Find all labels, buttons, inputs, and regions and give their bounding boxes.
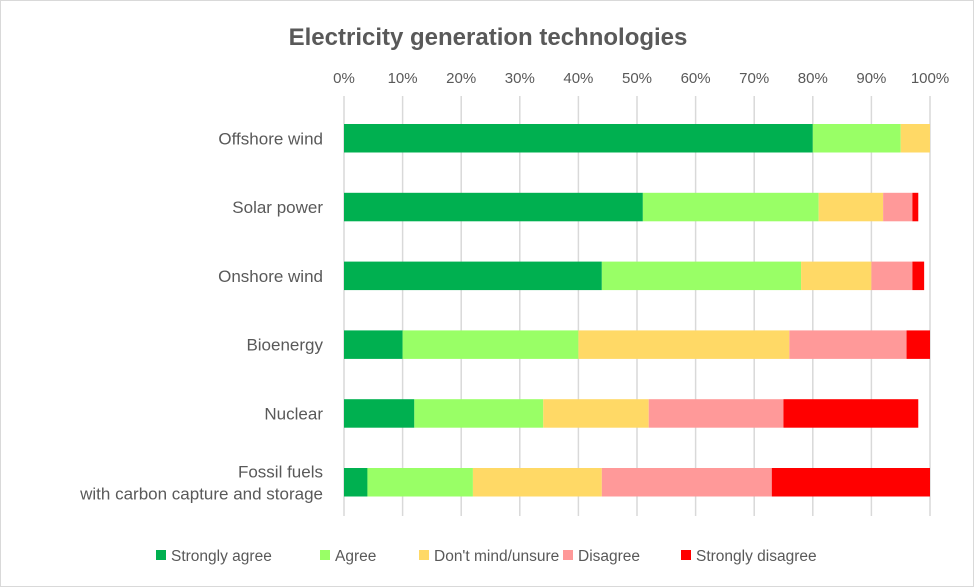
- bar-segment-strongly-agree: [344, 330, 403, 359]
- legend-label: Strongly disagree: [696, 548, 817, 565]
- bar-segment-strongly-disagree: [912, 261, 925, 291]
- bar-segment-don-t-mind-unsure: [578, 330, 790, 359]
- x-tick-label: 50%: [622, 70, 652, 87]
- x-tick-label: 30%: [505, 70, 535, 87]
- bar-segment-agree: [642, 192, 819, 222]
- category-labels: Offshore wind Solar power Onshore wind Bioe…: [79, 129, 323, 503]
- bar-segment-strongly-disagree: [783, 399, 919, 428]
- x-tick-label: 10%: [388, 70, 418, 87]
- bar-segment-strongly-agree: [344, 399, 415, 428]
- bar-segment-don-t-mind-unsure: [900, 124, 930, 153]
- legend-label: Don't mind/unsure: [434, 548, 559, 565]
- category-label: Solar power: [232, 198, 323, 217]
- legend-swatch: [681, 550, 691, 560]
- category-label: Bioenergy: [246, 336, 323, 355]
- legend-label: Strongly agree: [171, 548, 272, 565]
- bar-segment-disagree: [871, 261, 913, 291]
- legend-swatch: [156, 550, 166, 560]
- bar-segment-strongly-disagree: [906, 330, 930, 359]
- bar-segment-disagree: [883, 192, 913, 222]
- x-axis-ticks: 0% 10% 20% 30% 40% 50% 60% 70% 80% 90% 100%: [333, 70, 949, 87]
- chart-title: Electricity generation technologies: [289, 24, 688, 51]
- legend-swatch: [320, 550, 330, 560]
- bar-segment-don-t-mind-unsure: [543, 399, 649, 428]
- x-tick-label: 60%: [681, 70, 711, 87]
- legend-swatch: [419, 550, 429, 560]
- bar-segment-disagree: [601, 468, 772, 497]
- bar-segment-strongly-agree: [344, 468, 368, 497]
- bar-segment-strongly-disagree: [771, 468, 930, 497]
- legend: Strongly agree Agree Don't mind/unsure Disa…: [156, 548, 817, 565]
- x-tick-label: 20%: [446, 70, 476, 87]
- bars: [344, 124, 930, 497]
- legend-swatch: [563, 550, 573, 560]
- bar-segment-don-t-mind-unsure: [818, 192, 884, 222]
- legend-label: Disagree: [578, 548, 640, 565]
- bar-segment-strongly-disagree: [912, 192, 919, 222]
- bar-segment-strongly-agree: [344, 124, 813, 153]
- bar-segment-agree: [812, 124, 901, 153]
- bar-segment-disagree: [648, 399, 784, 428]
- bar-segment-agree: [414, 399, 544, 428]
- bar-segment-agree: [601, 261, 802, 291]
- bar-segment-agree: [367, 468, 473, 497]
- legend-label: Agree: [335, 548, 376, 565]
- bar-segment-strongly-agree: [344, 192, 643, 222]
- x-tick-label: 100%: [911, 70, 949, 87]
- x-tick-label: 40%: [563, 70, 593, 87]
- bar-segment-don-t-mind-unsure: [801, 261, 872, 291]
- gridlines: [343, 96, 931, 516]
- bar-segment-agree: [402, 330, 579, 359]
- category-label: Fossil fuels: [238, 462, 323, 481]
- x-tick-label: 80%: [798, 70, 828, 87]
- bar-segment-don-t-mind-unsure: [472, 468, 602, 497]
- x-tick-label: 70%: [739, 70, 769, 87]
- category-label: Offshore wind: [218, 129, 323, 148]
- bar-segment-strongly-agree: [344, 261, 602, 291]
- x-tick-label: 0%: [333, 70, 355, 87]
- x-tick-label: 90%: [856, 70, 886, 87]
- category-label: Onshore wind: [218, 267, 323, 286]
- category-label: with carbon capture and storage: [79, 484, 323, 503]
- category-label: Nuclear: [264, 404, 323, 423]
- bar-segment-disagree: [789, 330, 907, 359]
